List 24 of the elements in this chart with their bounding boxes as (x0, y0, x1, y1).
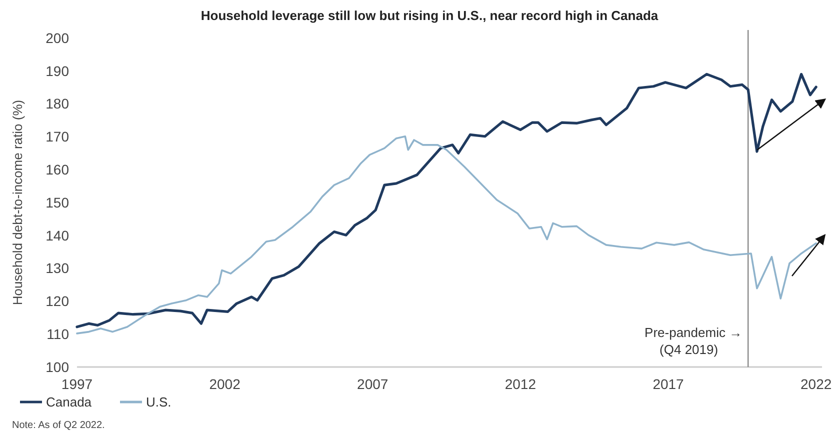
y-tick-label: 120 (46, 293, 70, 310)
y-axis-title: Household debt-to-income ratio (%) (10, 100, 25, 306)
y-tick-label: 160 (46, 162, 70, 178)
y-tick-label: 150 (46, 194, 70, 210)
y-tick-label: 100 (46, 358, 70, 375)
y-tick-label: 110 (46, 326, 70, 342)
y-tick-label: 190 (46, 62, 70, 79)
legend-label: Canada (46, 394, 92, 410)
x-tick-label: 2017 (652, 376, 684, 392)
text: Note: As of Q2 2022. (12, 420, 105, 431)
x-tick-label: 2012 (504, 376, 536, 392)
x-tick-label: 2022 (800, 376, 832, 392)
y-tick-label: 180 (46, 96, 70, 112)
line-series (76, 72, 818, 328)
ref-line-label: Pre-pandemic → (Q4 2019) (644, 325, 742, 357)
x-tick-label: 2007 (357, 376, 388, 392)
y-tick-label: 170 (46, 128, 70, 145)
legend-label: U.S. (146, 394, 172, 410)
chart-title: Household leverage still low but rising in U.S., near record high in Canada (200, 8, 659, 23)
x-tick-label: 1997 (61, 376, 93, 392)
y-tick-label: 130 (46, 260, 70, 276)
y-tick-label: 200 (46, 30, 70, 46)
y-tick-label: 140 (46, 227, 70, 244)
x-tick-label: 2002 (209, 376, 241, 392)
